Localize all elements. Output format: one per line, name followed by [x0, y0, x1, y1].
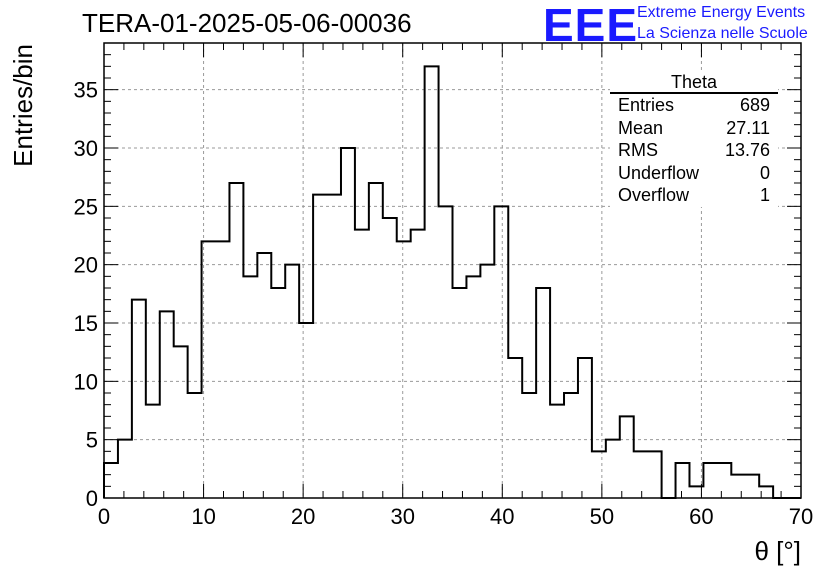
histogram-bin — [522, 393, 536, 498]
histogram-bin — [188, 393, 202, 498]
histogram-bin — [341, 148, 355, 498]
y-tick-label: 10 — [74, 369, 98, 394]
stats-label: RMS — [618, 140, 658, 160]
histogram-bin — [536, 288, 550, 498]
histogram-bin — [160, 311, 174, 498]
histogram-bin — [592, 451, 606, 498]
stats-label: Overflow — [618, 185, 690, 205]
histogram-bin — [466, 276, 480, 498]
histogram-bin — [453, 288, 467, 498]
x-tick-label: 0 — [98, 504, 110, 529]
histogram-bin — [411, 230, 425, 498]
y-axis-label: Entries/bin — [8, 44, 38, 167]
logo-subtitle-line1: Extreme Energy Events — [637, 4, 806, 21]
histogram-bin — [383, 218, 397, 498]
histogram-bin — [689, 486, 703, 498]
x-tick-label: 60 — [689, 504, 713, 529]
stats-title: Theta — [610, 72, 778, 94]
histogram-bin — [243, 276, 257, 498]
stats-value: 13.76 — [724, 140, 770, 160]
histogram-bin — [313, 195, 327, 498]
histogram-bin — [425, 66, 439, 498]
histogram-bin — [564, 393, 578, 498]
x-tick-label: 50 — [590, 504, 614, 529]
stats-value: 0 — [759, 162, 770, 183]
y-tick-label: 5 — [86, 428, 98, 453]
stats-row-overflow: Overflow 1 — [610, 184, 778, 207]
y-tick-label: 20 — [74, 253, 98, 278]
stats-box: Theta Entries 689 Mean 27.11 RMS 13.76 U… — [610, 72, 778, 207]
x-tick-label: 10 — [191, 504, 215, 529]
y-tick-label: 0 — [86, 486, 98, 511]
stats-row-rms: RMS 13.76 — [610, 139, 778, 162]
histogram-bin — [578, 358, 592, 498]
stats-value: 1 — [759, 185, 770, 205]
x-tick-label: 70 — [789, 504, 813, 529]
y-tick-label: 15 — [74, 311, 98, 336]
histogram-bin — [745, 475, 759, 498]
histogram-bin — [606, 440, 620, 498]
logo-subtitle-line2: La Scienza nelle Scuole — [637, 25, 808, 42]
histogram-bin — [104, 463, 118, 498]
plot-frame — [103, 42, 802, 499]
histogram-bin — [759, 486, 773, 498]
histogram-bin — [731, 475, 745, 498]
histogram-bin — [132, 300, 146, 498]
stats-row-entries: Entries 689 — [610, 94, 778, 117]
histogram-bin — [146, 405, 160, 498]
stats-row-mean: Mean 27.11 — [610, 117, 778, 140]
histogram-bin — [676, 463, 690, 498]
stats-label: Entries — [618, 95, 675, 115]
stats-label: Mean — [618, 117, 664, 138]
histogram-bin — [299, 323, 313, 498]
histogram-bin — [634, 451, 648, 498]
run-title: TERA-01-2025-05-06-00036 — [82, 8, 412, 38]
x-tick-label: 20 — [291, 504, 315, 529]
stats-value: 689 — [739, 95, 770, 115]
x-tick-label: 30 — [390, 504, 414, 529]
histogram-bin — [550, 405, 564, 498]
y-tick-label: 25 — [74, 194, 98, 219]
histogram-bin — [480, 265, 494, 498]
histogram-bin — [717, 463, 731, 498]
stats-value: 27.11 — [726, 117, 770, 138]
y-tick-label: 35 — [74, 78, 98, 103]
histogram-bin — [285, 265, 299, 498]
x-tick-label: 40 — [490, 504, 514, 529]
histogram-bin — [202, 241, 216, 498]
histogram-bin — [355, 230, 369, 498]
stats-label: Underflow — [618, 162, 700, 183]
histogram-bin — [118, 440, 132, 498]
histogram-bin — [508, 358, 522, 498]
eee-logo: EEE — [543, 0, 639, 51]
histogram-bin — [271, 288, 285, 498]
histogram-bin — [257, 253, 271, 498]
histogram-bin — [439, 206, 453, 498]
histogram-bin — [216, 241, 230, 498]
histogram-bin — [369, 183, 383, 498]
histogram-bin — [397, 241, 411, 498]
histogram-bin — [494, 206, 508, 498]
histogram-bin — [327, 195, 341, 498]
histogram-bin — [229, 183, 243, 498]
x-axis-label: θ [°] — [754, 536, 801, 566]
histogram-bin — [174, 346, 188, 498]
histogram-bin — [648, 451, 662, 498]
histogram-bin — [620, 416, 634, 498]
y-tick-label: 30 — [74, 136, 98, 161]
histogram-bin — [703, 463, 717, 498]
stats-row-underflow: Underflow 0 — [610, 162, 778, 185]
